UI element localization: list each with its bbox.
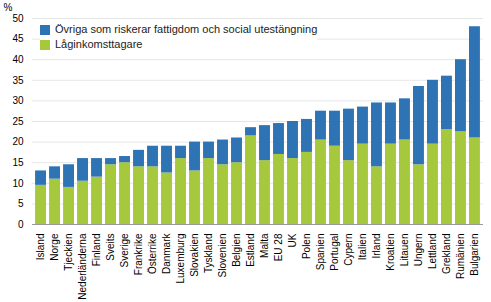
svg-text:Irland: Irland <box>371 234 382 259</box>
svg-text:Finland: Finland <box>91 234 102 267</box>
svg-text:45: 45 <box>12 33 24 44</box>
svg-text:35: 35 <box>12 75 24 86</box>
svg-text:UK: UK <box>287 233 298 247</box>
svg-text:Italien: Italien <box>357 234 368 261</box>
svg-text:Slovenien: Slovenien <box>217 234 228 278</box>
svg-text:Danmark: Danmark <box>161 233 172 275</box>
svg-text:50: 50 <box>12 13 24 24</box>
svg-text:Rumänien: Rumänien <box>455 234 466 280</box>
svg-text:Estland: Estland <box>245 234 256 267</box>
svg-text:Slovakien: Slovakien <box>189 234 200 277</box>
svg-text:20: 20 <box>12 136 24 147</box>
svg-text:Spanien: Spanien <box>315 234 326 271</box>
svg-text:25: 25 <box>12 116 24 127</box>
svg-text:Luxemburg: Luxemburg <box>175 234 186 284</box>
svg-text:Belgien: Belgien <box>231 234 242 267</box>
svg-text:Island: Island <box>35 234 46 261</box>
svg-text:Kroatien: Kroatien <box>385 234 396 271</box>
svg-text:Tyskland: Tyskland <box>203 234 214 273</box>
svg-text:Nederländerna: Nederländerna <box>77 233 88 300</box>
svg-text:Norge: Norge <box>49 233 60 261</box>
svg-text:Portugal: Portugal <box>329 234 340 271</box>
svg-text:10: 10 <box>12 178 24 189</box>
svg-text:Cypern: Cypern <box>343 234 354 266</box>
html-text:Låginkomsttagare: Låginkomsttagare <box>55 38 143 50</box>
svg-text:Polen: Polen <box>301 234 312 260</box>
svg-text:Sveits: Sveits <box>105 234 116 261</box>
svg-text:EU 28: EU 28 <box>273 233 284 261</box>
svg-text:Lettland: Lettland <box>427 234 438 270</box>
svg-text:Tjeckien: Tjeckien <box>63 234 74 271</box>
svg-text:Österrike: Österrike <box>147 233 158 274</box>
svg-text:5: 5 <box>18 198 24 209</box>
svg-text:Ungern: Ungern <box>413 234 424 267</box>
svg-text:Frankrike: Frankrike <box>133 233 144 275</box>
svg-text:Grekland: Grekland <box>441 234 452 275</box>
svg-text:40: 40 <box>12 54 24 65</box>
svg-text:%: % <box>4 2 13 13</box>
svg-text:Sverige: Sverige <box>119 233 130 267</box>
svg-text:0: 0 <box>18 219 24 230</box>
svg-text:15: 15 <box>12 157 24 168</box>
svg-text:Malta: Malta <box>259 233 270 258</box>
svg-text:Bulgarien: Bulgarien <box>469 234 480 276</box>
svg-text:30: 30 <box>12 95 24 106</box>
html-text:Övriga som riskerar fattigdom: Övriga som riskerar fattigdom och social… <box>55 23 318 35</box>
svg-text:Litauen: Litauen <box>399 234 410 267</box>
